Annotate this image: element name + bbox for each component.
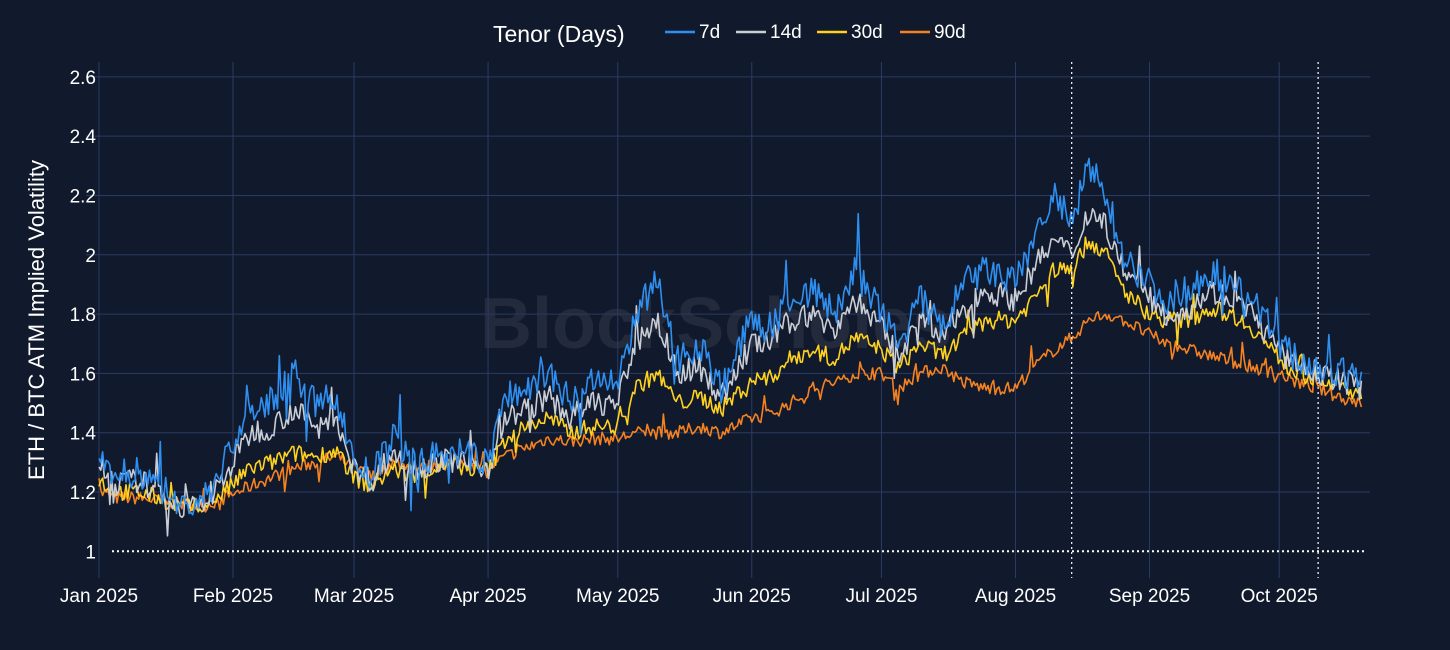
x-tick-label: Jul 2025 [846, 586, 918, 607]
x-tick-label: Feb 2025 [193, 586, 273, 607]
legend-items: 7d 14d 30d 90d [665, 22, 966, 43]
series-line-90d [98, 310, 1363, 513]
x-tick-label: Apr 2025 [449, 586, 526, 607]
y-tick-label: 2.6 [70, 68, 96, 89]
x-tick-label: Mar 2025 [314, 586, 394, 607]
y-tick-label: 2.2 [70, 186, 96, 207]
y-tick-label: 1.2 [70, 483, 96, 504]
x-tick-label: Jan 2025 [60, 586, 138, 607]
legend-label-90d: 90d [934, 22, 966, 43]
y-tick-label: 1 [85, 542, 96, 563]
legend-label-7d: 7d [699, 22, 720, 43]
reference-lines [112, 62, 1365, 578]
y-tick-label: 1.6 [70, 364, 96, 385]
y-tick-label: 2.4 [70, 127, 97, 148]
y-axis-title: ETH / BTC ATM Implied Volatility [24, 160, 49, 480]
x-tick-label: Oct 2025 [1241, 586, 1318, 607]
x-tick-label: Jun 2025 [713, 586, 791, 607]
series-line-14d [98, 208, 1363, 537]
series-line-7d [98, 157, 1363, 516]
series-line-30d [98, 236, 1363, 513]
y-tick-label: 1.8 [70, 305, 96, 326]
legend: Tenor (Days) 7d 14d 30d 90d [493, 21, 966, 47]
series-layer [98, 157, 1363, 537]
x-tick-label: Sep 2025 [1109, 586, 1190, 607]
x-tick-label: May 2025 [576, 586, 659, 607]
legend-label-30d: 30d [851, 22, 883, 43]
x-axis-ticks: Jan 2025 Feb 2025 Mar 2025 Apr 2025 May 2025… [60, 586, 1318, 607]
y-tick-label: 2 [85, 246, 96, 267]
y-axis-ticks: 1 1.2 1.4 1.6 1.8 2 2.2 2.4 2.6 [70, 68, 97, 563]
watermark-text: BlockScholes [480, 284, 952, 364]
x-tick-label: Aug 2025 [975, 586, 1056, 607]
legend-title: Tenor (Days) [493, 21, 625, 47]
y-tick-label: 1.4 [70, 424, 97, 445]
legend-label-14d: 14d [770, 22, 802, 43]
